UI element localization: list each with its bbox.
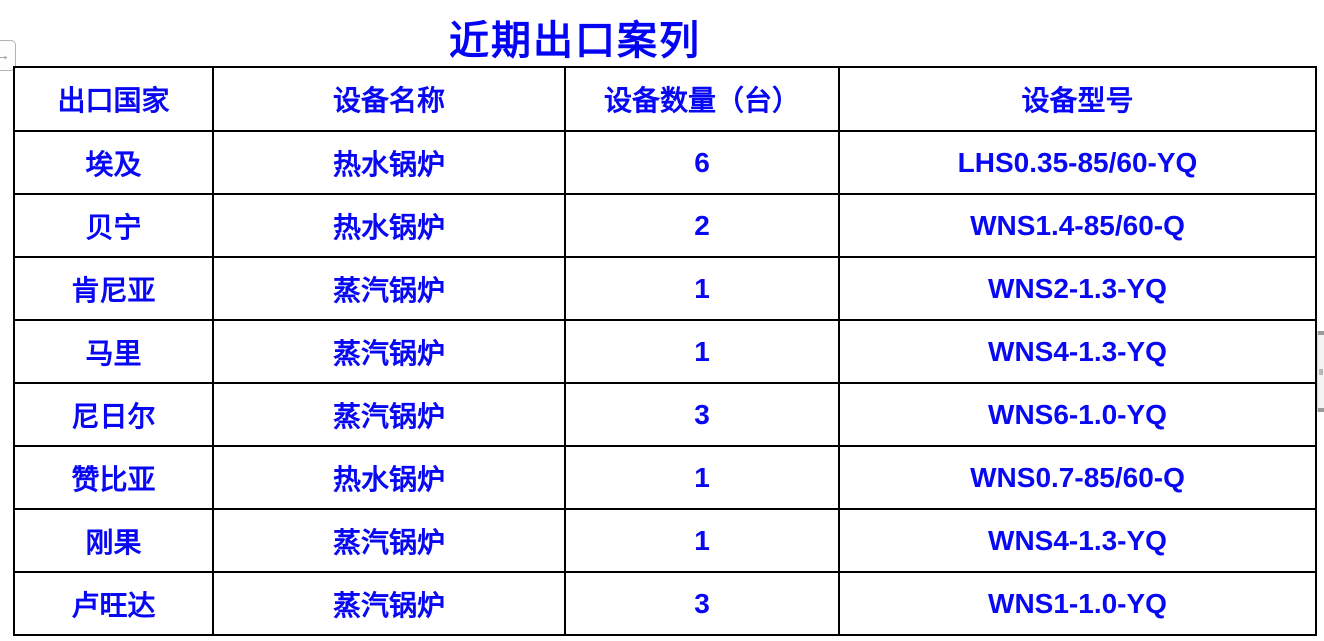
table-row: 卢旺达 蒸汽锅炉 3 WNS1-1.0-YQ (13, 571, 1317, 636)
cell-model: LHS0.35-85/60-YQ (838, 130, 1317, 195)
cell-quantity: 2 (564, 193, 840, 258)
cell-model: WNS2-1.3-YQ (838, 256, 1317, 321)
column-header-model: 设备型号 (838, 66, 1317, 132)
column-header-quantity: 设备数量（台） (564, 66, 840, 132)
column-header-device: 设备名称 (212, 66, 566, 132)
table-row: 埃及 热水锅炉 6 LHS0.35-85/60-YQ (13, 130, 1317, 195)
arrow-right-icon: → (0, 47, 10, 64)
scrollbar-thumb-grip (1319, 368, 1323, 375)
scrollbar-thumb-bottom-cap (1318, 408, 1324, 412)
cell-device: 蒸汽锅炉 (212, 382, 566, 447)
cell-country: 贝宁 (13, 193, 214, 258)
column-header-country: 出口国家 (13, 66, 214, 132)
cell-country: 卢旺达 (13, 571, 214, 636)
table-row: 贝宁 热水锅炉 2 WNS1.4-85/60-Q (13, 193, 1317, 258)
cell-country: 肯尼亚 (13, 256, 214, 321)
export-cases-table: 出口国家 设备名称 设备数量（台） 设备型号 埃及 热水锅炉 6 LHS0.35… (13, 66, 1317, 636)
cell-country: 马里 (13, 319, 214, 384)
page-title: 近期出口案列 (449, 19, 701, 63)
table-row: 赞比亚 热水锅炉 1 WNS0.7-85/60-Q (13, 445, 1317, 510)
scrollbar-thumb-top-cap (1318, 331, 1324, 335)
cell-device: 蒸汽锅炉 (212, 319, 566, 384)
cell-quantity: 1 (564, 319, 840, 384)
cell-country: 埃及 (13, 130, 214, 195)
cell-country: 赞比亚 (13, 445, 214, 510)
cell-model: WNS6-1.0-YQ (838, 382, 1317, 447)
cell-device: 蒸汽锅炉 (212, 508, 566, 573)
cell-device: 蒸汽锅炉 (212, 256, 566, 321)
cell-quantity: 3 (564, 571, 840, 636)
cell-model: WNS0.7-85/60-Q (838, 445, 1317, 510)
cell-quantity: 3 (564, 382, 840, 447)
cell-model: WNS4-1.3-YQ (838, 508, 1317, 573)
cell-model: WNS1.4-85/60-Q (838, 193, 1317, 258)
scroll-right-button[interactable]: → (0, 40, 16, 71)
cell-country: 尼日尔 (13, 382, 214, 447)
cell-model: WNS4-1.3-YQ (838, 319, 1317, 384)
cell-device: 热水锅炉 (212, 445, 566, 510)
cell-quantity: 1 (564, 256, 840, 321)
cell-quantity: 6 (564, 130, 840, 195)
cell-model: WNS1-1.0-YQ (838, 571, 1317, 636)
cell-quantity: 1 (564, 508, 840, 573)
cell-device: 热水锅炉 (212, 193, 566, 258)
vertical-scrollbar-thumb[interactable] (1317, 331, 1324, 412)
cell-country: 刚果 (13, 508, 214, 573)
cell-device: 蒸汽锅炉 (212, 571, 566, 636)
header-row: 出口国家 设备名称 设备数量（台） 设备型号 (13, 66, 1317, 132)
table-row: 刚果 蒸汽锅炉 1 WNS4-1.3-YQ (13, 508, 1317, 573)
table-row: 尼日尔 蒸汽锅炉 3 WNS6-1.0-YQ (13, 382, 1317, 447)
table-row: 肯尼亚 蒸汽锅炉 1 WNS2-1.3-YQ (13, 256, 1317, 321)
cell-quantity: 1 (564, 445, 840, 510)
table-row: 马里 蒸汽锅炉 1 WNS4-1.3-YQ (13, 319, 1317, 384)
cell-device: 热水锅炉 (212, 130, 566, 195)
